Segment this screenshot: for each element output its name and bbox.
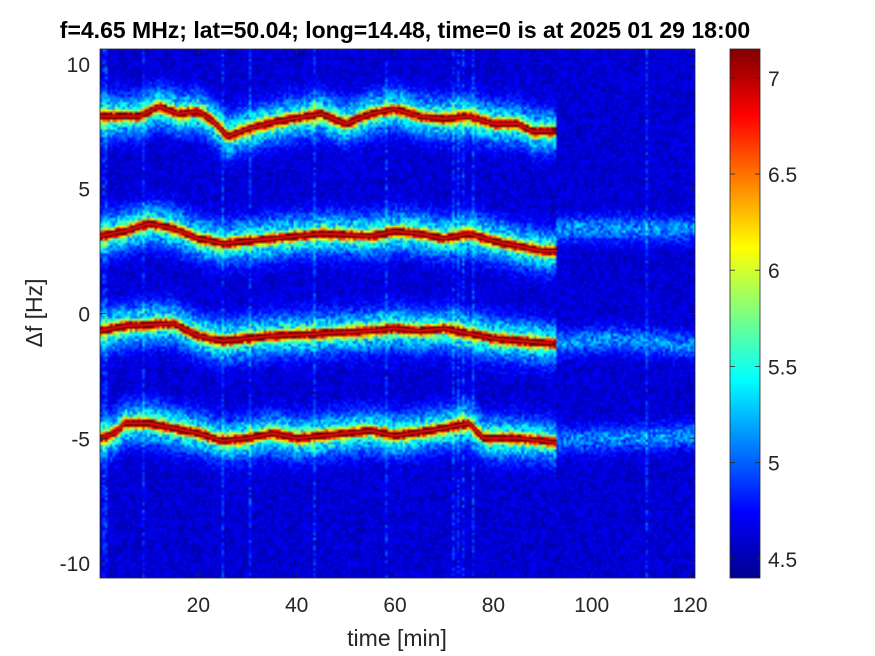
y-tick-label: 5 (78, 179, 90, 202)
echo-trace-mode-4 (99, 422, 558, 445)
x-tick-label: 80 (482, 594, 505, 617)
x-tick-label: 120 (673, 594, 708, 617)
echo-trace-mode-1 (100, 105, 553, 138)
y-tick-label: 0 (78, 304, 90, 327)
x-tick-label: 60 (383, 594, 406, 617)
colorbar-tick-label: 7 (768, 68, 780, 91)
chart-title: f=4.65 MHz; lat=50.04; long=14.48, time=… (60, 17, 750, 43)
colorbar-tick-label: 6.5 (768, 164, 797, 187)
y-tick-label: -5 (71, 428, 90, 451)
colorbar (730, 49, 760, 578)
colorbar-frame (729, 48, 761, 579)
colorbar-tick-label: 4.5 (768, 549, 797, 572)
colorbar-tick-label: 5.5 (768, 356, 797, 379)
x-tick-label: 20 (187, 594, 210, 617)
y-tick-label: 10 (67, 54, 90, 77)
plot-area (99, 49, 695, 578)
colorbar-tick-label: 6 (768, 260, 780, 283)
y-tick-label: -10 (60, 553, 90, 576)
x-axis: 20 40 60 80 100 120 (187, 49, 708, 617)
x-tick-label: 40 (285, 594, 308, 617)
y-axis: 10 5 0 -5 -10 (60, 54, 695, 576)
x-tick-label: 100 (574, 594, 609, 617)
echo-trace-mode-2 (99, 222, 558, 253)
colorbar-ticks: 7 6.5 6 5.5 5 4.5 (730, 68, 797, 572)
y-axis-label: Δf [Hz] (21, 278, 47, 347)
echo-trace-mode-3 (99, 322, 553, 345)
heatmap-raster (100, 49, 695, 578)
colorbar-tick-label: 5 (768, 453, 780, 476)
x-axis-label: time [min] (347, 625, 447, 651)
